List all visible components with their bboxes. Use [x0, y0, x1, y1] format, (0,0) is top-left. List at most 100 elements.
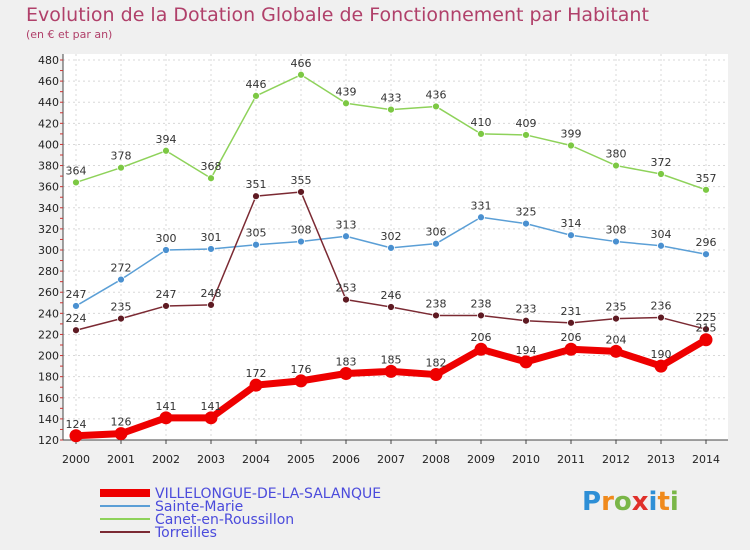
data-point-torreilles [567, 318, 575, 327]
data-point-sainte-marie [252, 240, 260, 249]
data-point-canet-en-roussillon [342, 99, 350, 108]
legend-label-canet-en-roussillon: Canet-en-Roussillon [155, 512, 294, 528]
data-label-sainte-marie: 302 [381, 230, 402, 243]
data-label-canet-en-roussillon: 368 [201, 160, 222, 173]
data-label-torreilles: 224 [66, 312, 87, 325]
y-tick-label: 180 [38, 371, 59, 384]
data-point-torreilles [477, 311, 485, 320]
data-point-torreilles [657, 313, 665, 322]
data-point-villelongue-de-la-salanque [699, 333, 713, 347]
data-point-sainte-marie [567, 231, 575, 240]
x-tick-label: 2009 [467, 453, 495, 466]
data-label-canet-en-roussillon: 399 [561, 128, 582, 141]
x-tick-label: 2004 [242, 453, 270, 466]
data-point-villelongue-de-la-salanque [204, 411, 218, 425]
x-tick-label: 2002 [152, 453, 180, 466]
data-label-torreilles: 247 [156, 288, 177, 301]
data-point-canet-en-roussillon [252, 91, 260, 100]
data-point-villelongue-de-la-salanque [114, 427, 128, 441]
data-label-torreilles: 235 [606, 301, 627, 314]
data-point-torreilles [297, 188, 305, 196]
data-point-torreilles [612, 314, 620, 323]
data-label-canet-en-roussillon: 410 [471, 116, 492, 129]
x-tick-label: 2013 [647, 453, 675, 466]
data-point-torreilles [522, 316, 530, 325]
proxiti-logo: Proxiti [582, 487, 679, 517]
data-point-sainte-marie [162, 246, 170, 254]
data-point-villelongue-de-la-salanque [69, 429, 83, 443]
data-label-sainte-marie: 304 [651, 228, 672, 241]
y-tick-label: 120 [38, 434, 59, 447]
data-label-torreilles: 236 [651, 300, 672, 313]
data-point-sainte-marie [207, 245, 215, 253]
data-point-canet-en-roussillon [477, 129, 485, 138]
data-point-canet-en-roussillon [387, 105, 395, 114]
data-label-canet-en-roussillon: 394 [156, 133, 177, 146]
data-point-villelongue-de-la-salanque [159, 411, 173, 425]
y-tick-label: 380 [38, 160, 59, 173]
data-point-villelongue-de-la-salanque [609, 344, 623, 358]
data-label-villelongue-de-la-salanque: 176 [291, 363, 312, 376]
chart-title: Evolution de la Dotation Globale de Fonc… [26, 4, 649, 26]
y-tick-label: 140 [38, 413, 59, 426]
logo-letter: o [613, 487, 632, 517]
data-label-canet-en-roussillon: 357 [696, 172, 717, 185]
data-point-torreilles [207, 300, 215, 309]
logo-letter: i [648, 487, 658, 517]
data-label-canet-en-roussillon: 433 [381, 92, 402, 105]
data-label-sainte-marie: 247 [66, 288, 87, 301]
data-point-sainte-marie [72, 302, 80, 310]
data-point-canet-en-roussillon [162, 146, 170, 155]
data-label-villelongue-de-la-salanque: 141 [201, 400, 222, 413]
data-point-villelongue-de-la-salanque [294, 374, 308, 388]
data-point-canet-en-roussillon [612, 161, 620, 170]
x-tick-label: 2006 [332, 453, 360, 466]
data-point-sainte-marie [522, 219, 530, 228]
data-label-sainte-marie: 325 [516, 206, 537, 219]
data-label-canet-en-roussillon: 372 [651, 156, 672, 169]
data-point-canet-en-roussillon [522, 131, 530, 139]
data-label-canet-en-roussillon: 409 [516, 117, 537, 130]
data-label-sainte-marie: 272 [111, 262, 132, 275]
data-label-canet-en-roussillon: 446 [246, 78, 267, 91]
data-label-sainte-marie: 308 [606, 224, 627, 237]
data-label-sainte-marie: 306 [426, 226, 447, 239]
data-point-canet-en-roussillon [567, 141, 575, 150]
data-label-sainte-marie: 296 [696, 236, 717, 249]
data-point-torreilles [387, 303, 395, 311]
y-tick-label: 260 [38, 286, 59, 299]
data-point-torreilles [72, 326, 80, 335]
legend-label-torreilles: Torreilles [154, 525, 217, 541]
data-point-sainte-marie [702, 250, 710, 259]
data-point-villelongue-de-la-salanque [654, 359, 668, 373]
data-label-torreilles: 355 [291, 174, 312, 187]
data-point-sainte-marie [117, 275, 125, 284]
data-label-torreilles: 238 [471, 297, 492, 310]
data-label-villelongue-de-la-salanque: 172 [246, 367, 267, 380]
chart-subtitle: (en € et par an) [26, 28, 113, 41]
x-tick-label: 2012 [602, 453, 630, 466]
data-point-canet-en-roussillon [207, 174, 215, 183]
data-label-canet-en-roussillon: 378 [111, 150, 132, 163]
data-point-sainte-marie [342, 232, 350, 241]
x-tick-label: 2008 [422, 453, 450, 466]
data-point-torreilles [702, 325, 710, 334]
y-tick-label: 400 [38, 138, 59, 151]
data-label-torreilles: 351 [246, 178, 267, 191]
data-label-sainte-marie: 314 [561, 217, 582, 230]
data-point-canet-en-roussillon [432, 102, 440, 111]
data-point-canet-en-roussillon [72, 178, 80, 187]
data-label-torreilles: 235 [111, 301, 132, 314]
logo-letter: r [601, 487, 614, 517]
data-label-villelongue-de-la-salanque: 215 [696, 322, 717, 335]
data-point-torreilles [432, 311, 440, 320]
data-label-torreilles: 248 [201, 287, 222, 300]
y-tick-label: 240 [38, 307, 59, 320]
data-label-villelongue-de-la-salanque: 185 [381, 353, 402, 366]
data-label-villelongue-de-la-salanque: 141 [156, 400, 177, 413]
logo-letter: P [582, 487, 602, 517]
x-tick-label: 2007 [377, 453, 405, 466]
data-point-villelongue-de-la-salanque [474, 342, 488, 356]
data-point-villelongue-de-la-salanque [429, 368, 443, 382]
data-label-sainte-marie: 313 [336, 218, 357, 231]
